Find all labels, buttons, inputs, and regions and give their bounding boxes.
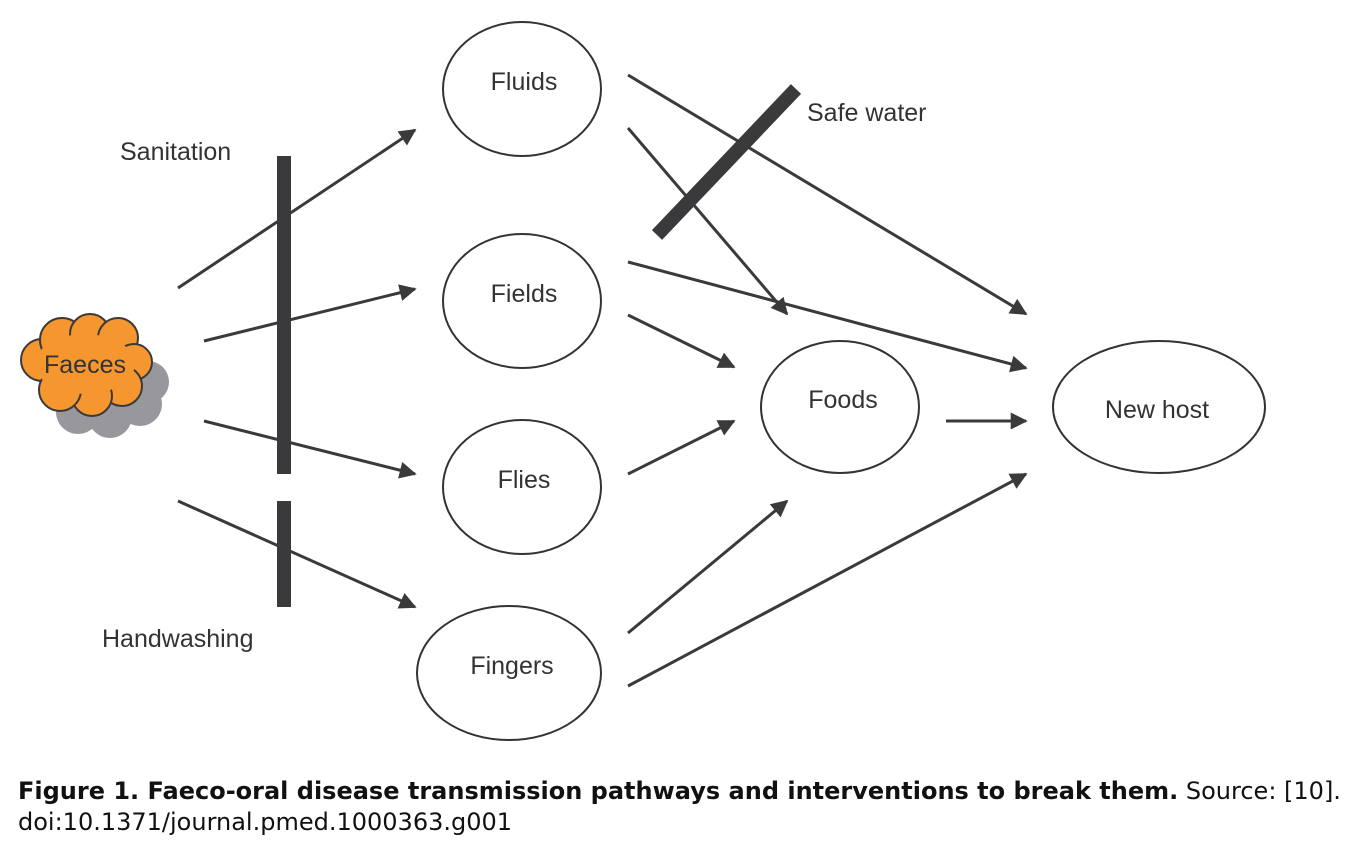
arrow-faeces-fluids — [177, 128, 417, 290]
fingers-label: Fingers — [470, 652, 553, 680]
caption-doi: doi:10.1371/journal.pmed.1000363.g001 — [18, 808, 513, 836]
faeces-label: Faeces — [44, 351, 126, 379]
arrow-fingers-foods — [627, 499, 789, 635]
arrow-faeces-fields — [203, 284, 417, 343]
arrow-fingers-newhost — [627, 472, 1028, 688]
arrow-fields-foods — [627, 313, 736, 369]
safe-water-label: Safe water — [807, 99, 927, 127]
fingers-node — [416, 605, 602, 741]
new-host-label: New host — [1105, 396, 1209, 424]
arrow-faeces-fingers — [177, 499, 417, 609]
caption-source: Source: [10]. — [1185, 777, 1341, 805]
sanitation-barrier — [277, 156, 291, 474]
handwashing-label: Handwashing — [102, 625, 254, 653]
figure-caption: Figure 1. Faeco-oral disease transmissio… — [18, 776, 1358, 838]
arrow-fluids-foods — [626, 127, 789, 316]
safe-water-barrier — [651, 84, 802, 240]
fields-label: Fields — [491, 280, 558, 308]
new-host-node — [1052, 340, 1266, 474]
fluids-node — [442, 21, 602, 157]
foods-label: Foods — [808, 386, 877, 414]
arrow-flies-foods — [627, 419, 736, 476]
faeces-cloud — [20, 313, 169, 438]
fluids-label: Fluids — [491, 68, 558, 96]
flies-label: Flies — [498, 466, 551, 494]
caption-title: Figure 1. Faeco-oral disease transmissio… — [18, 777, 1179, 805]
transmission-diagram: Faeces Fluids Fields Flies Fingers Foods… — [20, 21, 1266, 741]
fields-node — [442, 233, 602, 369]
arrow-faeces-flies — [203, 419, 417, 479]
handwashing-barrier — [277, 501, 291, 607]
arrow-fields-newhost — [627, 260, 1028, 373]
arrow-fluids-newhost — [627, 73, 1028, 316]
flies-node — [442, 419, 602, 555]
sanitation-label: Sanitation — [120, 138, 231, 166]
foods-node — [760, 340, 920, 474]
